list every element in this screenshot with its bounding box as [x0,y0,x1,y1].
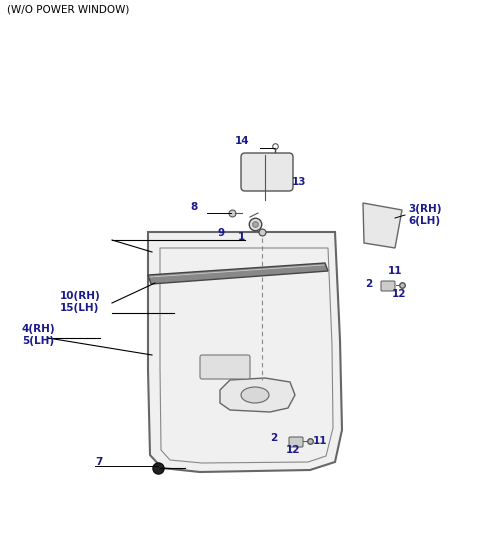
Ellipse shape [241,387,269,403]
FancyBboxPatch shape [241,153,293,191]
Text: 7: 7 [95,457,102,467]
Polygon shape [148,232,342,472]
Text: 15(LH): 15(LH) [60,303,99,313]
Text: 12: 12 [392,289,407,299]
Text: 14: 14 [235,136,250,146]
Text: 6(LH): 6(LH) [408,216,440,226]
Text: 4(RH): 4(RH) [22,324,56,334]
FancyBboxPatch shape [289,437,303,447]
Text: 2: 2 [365,279,372,289]
Text: 3(RH): 3(RH) [408,204,442,214]
Text: 13: 13 [292,177,307,187]
FancyBboxPatch shape [200,355,250,379]
Text: 2: 2 [270,433,277,443]
Polygon shape [363,203,402,248]
Text: 11: 11 [313,436,327,446]
Polygon shape [148,263,328,284]
FancyBboxPatch shape [381,281,395,291]
Text: 10(RH): 10(RH) [60,291,101,301]
Text: 11: 11 [388,266,403,276]
Text: 1: 1 [238,232,245,242]
Text: 8: 8 [190,202,197,212]
Text: 12: 12 [286,445,300,455]
Polygon shape [220,378,295,412]
Text: 5(LH): 5(LH) [22,336,54,346]
Text: (W/O POWER WINDOW): (W/O POWER WINDOW) [7,5,130,15]
Text: 9: 9 [218,228,225,238]
